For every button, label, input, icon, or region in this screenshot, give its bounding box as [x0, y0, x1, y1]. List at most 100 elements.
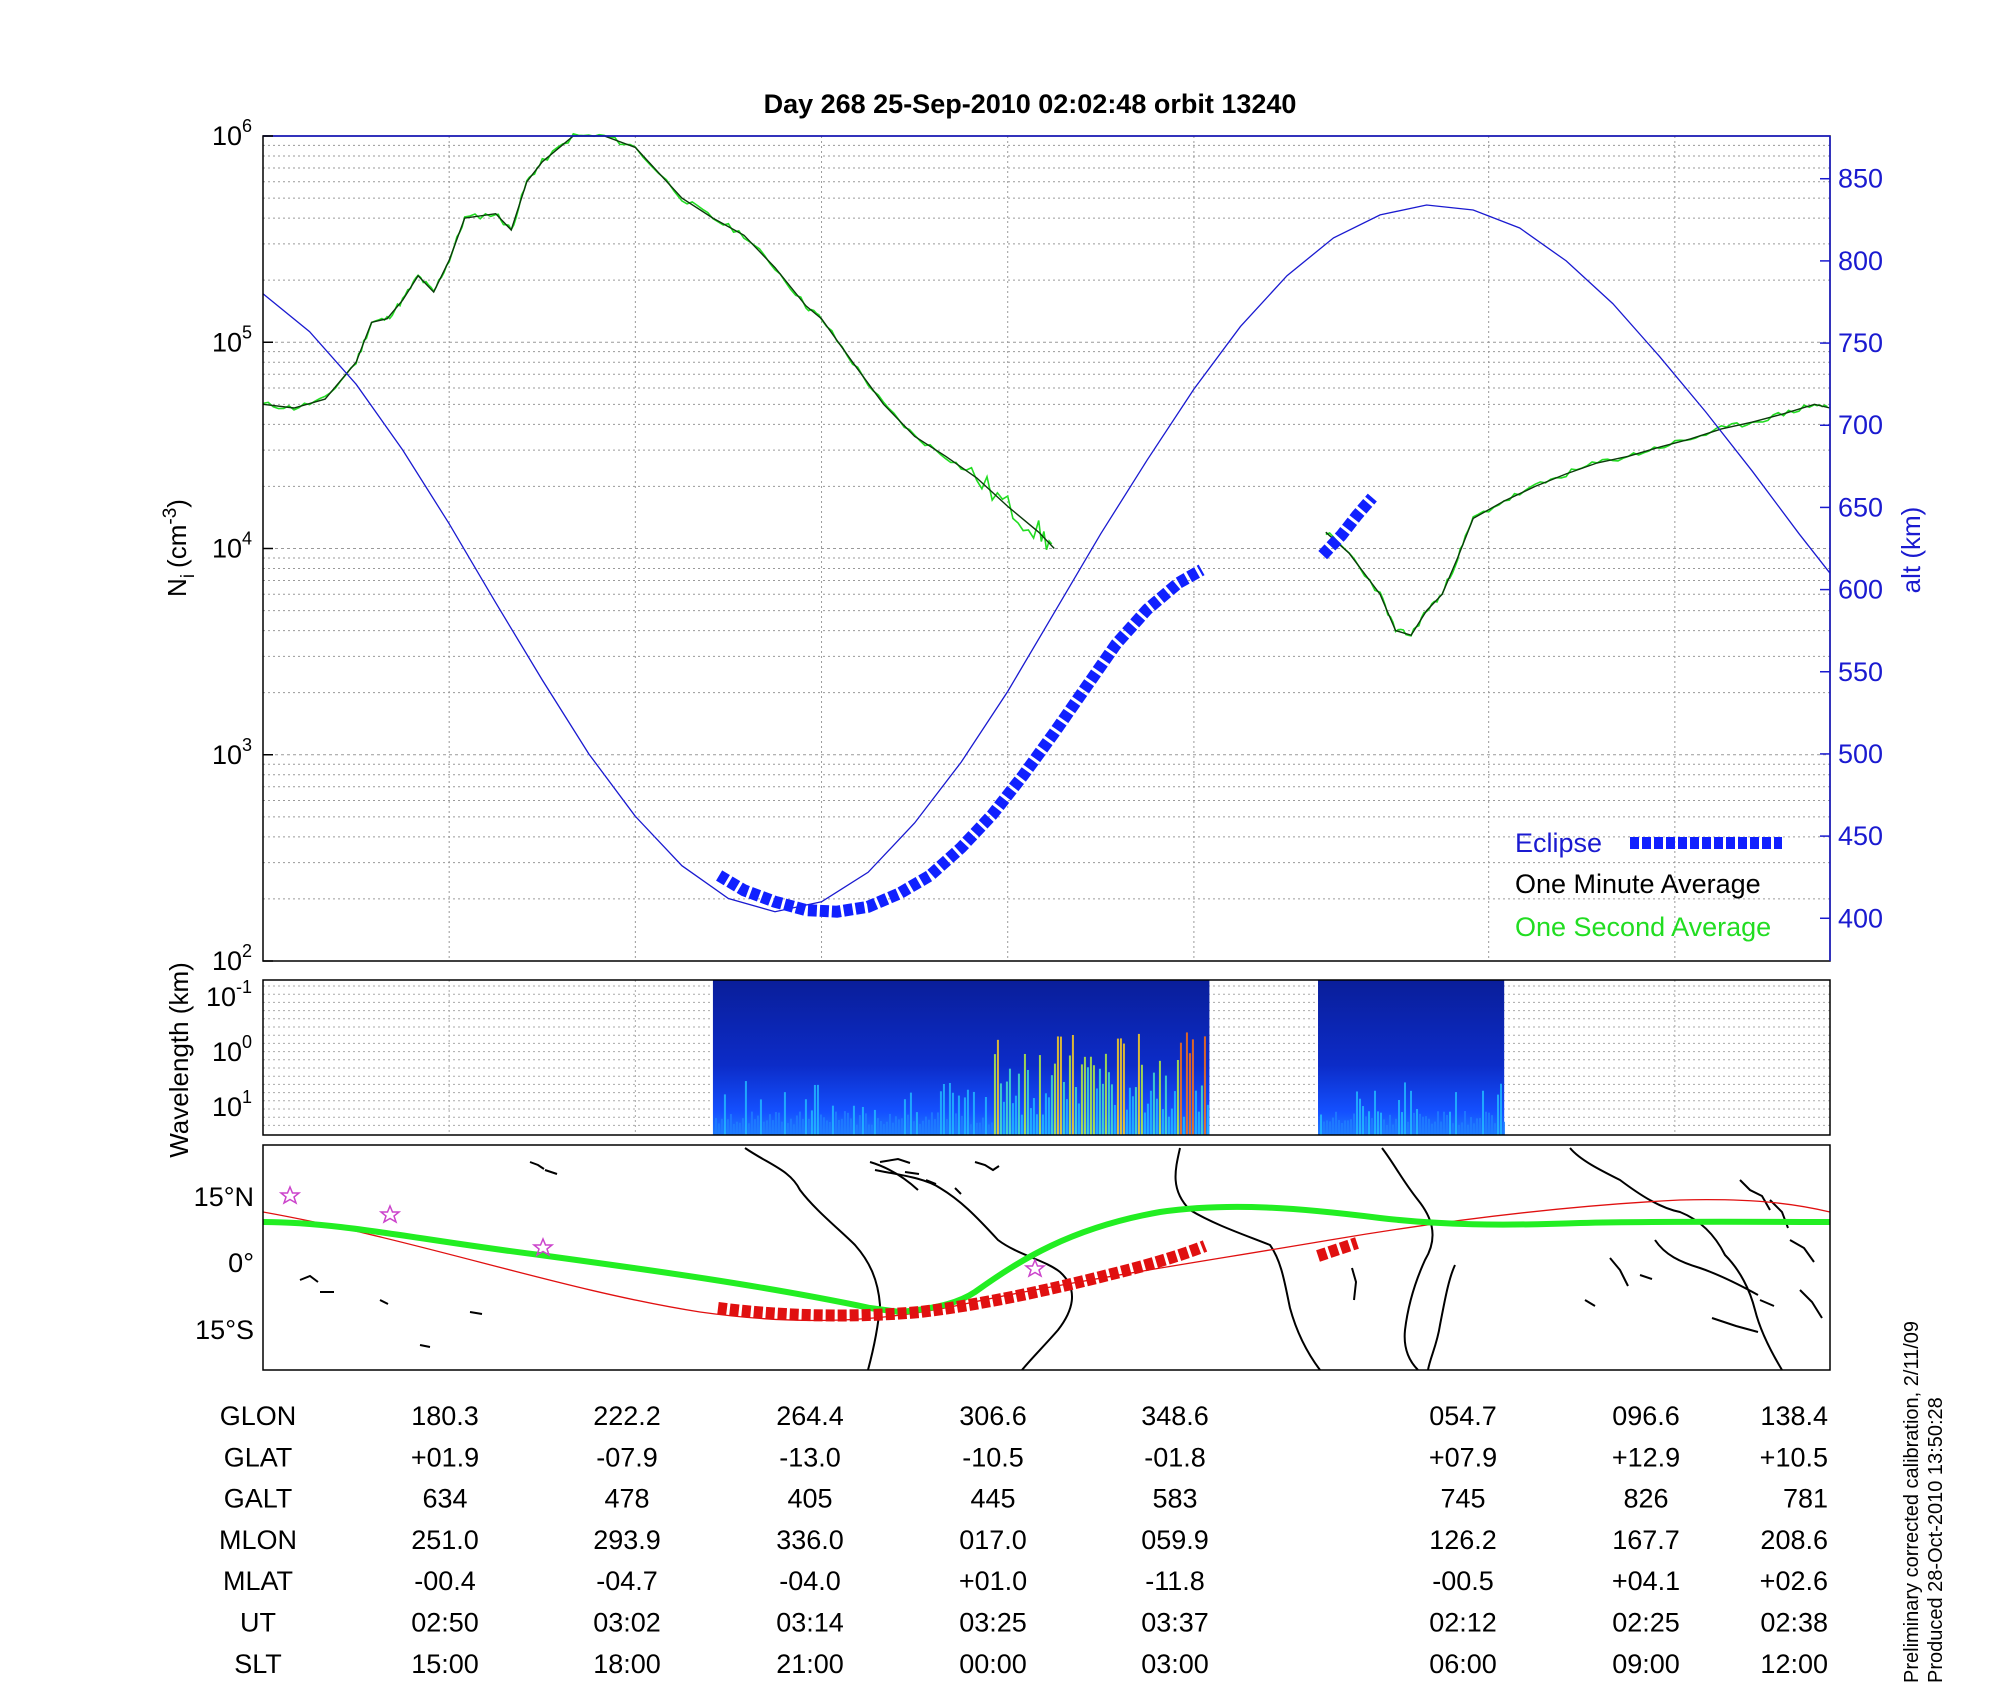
- spectrogram-column: [963, 1097, 966, 1135]
- spectrogram-column: [918, 1124, 921, 1135]
- spectrogram-column: [1434, 1121, 1437, 1135]
- spectrogram-column: [1446, 1114, 1449, 1135]
- spectrogram-column: [765, 1120, 768, 1135]
- spectrogram-column: [1431, 1123, 1434, 1135]
- spectrogram-column: [1332, 1117, 1335, 1135]
- spectrogram-column: [1200, 1085, 1203, 1135]
- wavelength-axis-label: Wavelength (km): [164, 962, 194, 1158]
- spectrogram-column: [1038, 1055, 1041, 1135]
- spectrogram-column: [939, 1091, 942, 1135]
- coastline-caribbean: [879, 1157, 962, 1195]
- table-cell: 12:00: [1760, 1649, 1828, 1679]
- spectrogram-column: [1185, 1032, 1188, 1135]
- density-tick-label: 102: [212, 941, 252, 976]
- density-axis-label: Ni (cm-3): [160, 499, 199, 597]
- spectrogram-column: [978, 1122, 981, 1135]
- spectrogram-column: [816, 1084, 819, 1135]
- spectrogram-column: [1176, 1060, 1179, 1135]
- spectrogram-column: [726, 1119, 729, 1135]
- ground-track-line: [263, 1203, 1830, 1316]
- spectrogram-column: [1041, 1114, 1044, 1135]
- spectrogram-column: [882, 1124, 885, 1135]
- table-row-label: GALT: [224, 1484, 293, 1514]
- spectrogram-column: [1488, 1112, 1491, 1135]
- spectrogram-column: [897, 1119, 900, 1135]
- spectrogram-column: [804, 1099, 807, 1135]
- density-label-subscript: i: [178, 574, 199, 578]
- spectrogram-column: [762, 1121, 765, 1135]
- spectrogram-column: [1404, 1082, 1407, 1135]
- spectrogram-column: [1161, 1109, 1164, 1135]
- spectrogram-column: [1050, 1075, 1053, 1135]
- spectrogram-column: [1113, 1104, 1116, 1135]
- spectrogram-column: [933, 1119, 936, 1135]
- table-cell: 00:00: [959, 1649, 1027, 1679]
- spectrogram-column: [990, 1122, 993, 1135]
- spectrogram-column: [1149, 1090, 1152, 1135]
- spectrogram-column: [1203, 1036, 1206, 1135]
- table-cell: +01.9: [411, 1442, 479, 1472]
- spectrogram-column: [1080, 1064, 1083, 1135]
- spectrogram-column: [747, 1123, 750, 1135]
- table-cell: 02:38: [1760, 1608, 1828, 1638]
- wavelength-tick-label: 10-1: [206, 977, 252, 1012]
- spectrogram-column: [924, 1116, 927, 1135]
- spectrogram-column: [1344, 1120, 1347, 1135]
- spectrogram-column: [954, 1113, 957, 1135]
- table-cell: 167.7: [1612, 1525, 1680, 1555]
- spectrogram-column: [1197, 1111, 1200, 1135]
- spectrogram-column: [1356, 1091, 1359, 1135]
- table-cell: +01.0: [959, 1566, 1027, 1596]
- spectrogram-column: [801, 1118, 804, 1135]
- spectrogram-column: [861, 1106, 864, 1135]
- density-tick-label: 105: [212, 322, 252, 357]
- spectrogram-column: [768, 1114, 771, 1135]
- latitude-tick-label: 15°N: [194, 1182, 254, 1212]
- table-cell: 03:14: [776, 1608, 844, 1638]
- spectrogram-column: [834, 1111, 837, 1135]
- star-marker: [531, 1237, 555, 1257]
- spectrogram-column: [822, 1117, 825, 1135]
- table-cell: 054.7: [1429, 1401, 1497, 1431]
- latitude-axis-ticks: 15°N 0° 15°S: [194, 1182, 254, 1345]
- one-minute-average-line: [1325, 403, 1831, 637]
- spectrogram-column: [1056, 1036, 1059, 1135]
- spectrogram-column: [1455, 1092, 1458, 1135]
- spectrogram-column: [735, 1121, 738, 1135]
- spectrogram-column: [1500, 1083, 1503, 1135]
- spectrogram-column: [1089, 1056, 1092, 1135]
- spectrogram-column: [1065, 1099, 1068, 1135]
- spectrogram-column: [1422, 1116, 1425, 1135]
- table-row-labels: GLON GLAT GALT MLON MLAT UT SLT: [219, 1401, 297, 1679]
- spectrogram-column: [876, 1118, 879, 1135]
- spectrogram-column: [858, 1115, 861, 1135]
- table-cell: 18:00: [593, 1649, 661, 1679]
- table-cell: 478: [604, 1484, 649, 1514]
- eclipse-track-segment: [1316, 1237, 1359, 1262]
- spectrogram-column: [1011, 1103, 1014, 1135]
- table-cell: 222.2: [593, 1401, 661, 1431]
- table-cell: +10.5: [1760, 1442, 1828, 1472]
- density-tick-label: 106: [212, 116, 252, 151]
- spectrogram-column: [1188, 1053, 1191, 1135]
- map-frame: [262, 1144, 1831, 1371]
- spectrogram-column: [717, 1123, 720, 1135]
- table-row-label: GLAT: [224, 1442, 293, 1472]
- spectrogram-column: [909, 1092, 912, 1135]
- spectrogram-column: [1428, 1118, 1431, 1135]
- spectrogram-column: [1032, 1098, 1035, 1135]
- one-second-average-line: [1325, 403, 1828, 637]
- spectrogram-column: [756, 1115, 759, 1135]
- legend: Eclipse One Minute Average One Second Av…: [1515, 828, 1782, 942]
- spectrogram-column: [1158, 1060, 1161, 1135]
- tick-exponent: 4: [242, 529, 252, 549]
- table-cell: 745: [1440, 1484, 1485, 1514]
- spectrogram-column: [813, 1084, 816, 1135]
- legend-one-second-label: One Second Average: [1515, 912, 1771, 942]
- spectrogram-column: [825, 1120, 828, 1135]
- spectrogram-column: [1458, 1124, 1461, 1135]
- spectrogram-column: [879, 1121, 882, 1135]
- table-cell: +07.9: [1429, 1442, 1497, 1472]
